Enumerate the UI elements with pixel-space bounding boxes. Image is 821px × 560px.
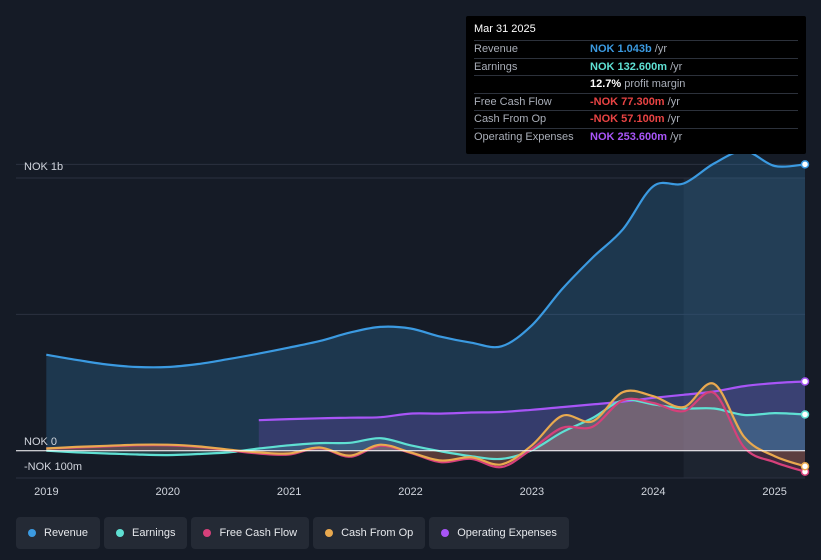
x-tick-label: 2022 [398,486,422,498]
legend-label: Revenue [44,527,89,539]
operating-expenses-line [258,380,806,422]
operating-expenses-area [258,381,805,451]
tooltip-row-label: Revenue [474,43,519,56]
tooltip-row: 12.7% profit margin [474,75,798,93]
legend: Revenue Earnings Free Cash Flow Cash From O… [16,517,569,549]
x-tick-label: 2020 [155,486,179,498]
legend-item-earnings[interactable]: Earnings [104,517,188,549]
series-areas [46,150,806,472]
tooltip-row-unit: /yr [664,95,680,108]
legend-label: Operating Expenses [457,527,557,539]
chart: NOK 1b NOK 0 -NOK 100m 2019 2020 2021 2022 2… [16,149,810,498]
legend-item-operating-expenses[interactable]: Operating Expenses [429,517,569,549]
tooltip-rows: Revenue NOK 1.043b /yr Earnings NOK 132.600… [474,40,798,145]
tooltip-row-unit: /yr [667,130,683,143]
x-tick-label: 2019 [34,486,58,498]
legend-item-revenue[interactable]: Revenue [16,517,101,549]
legend-dot-icon [28,529,36,537]
tooltip-row: Revenue NOK 1.043b /yr [474,40,798,58]
tooltip-row-unit: /yr [667,60,683,73]
legend-dot-icon [203,529,212,537]
tooltip-row-label: Earnings [474,60,518,73]
tooltip-row-unit: profit margin [621,78,686,91]
revenue-line [46,149,806,369]
x-tick-label: 2021 [277,486,301,498]
tooltip-row: Earnings NOK 132.600m /yr [474,57,798,76]
tooltip-row-value: -NOK 77.300m [590,95,665,108]
x-tick-label: 2025 [762,486,786,498]
series-lines [46,149,806,473]
legend-label: Cash From Op [341,527,414,539]
x-tick-label: 2024 [641,486,665,498]
legend-dot-icon [116,529,125,537]
operating-expenses-endpoint [800,377,810,386]
tooltip-row-value: NOK 253.600m [590,130,668,143]
highlight-region [683,178,805,478]
x-axis-ticks: 2019 2020 2021 2022 2023 2024 2025 [34,486,787,498]
earnings-endpoint [800,410,810,419]
tooltip-row: Operating Expenses NOK 253.600m /yr [474,127,798,146]
x-tick-label: 2023 [520,486,544,498]
y-axis-bottom-label: -NOK 100m [24,461,82,473]
series-endpoints [800,160,810,476]
tooltip-row-label: Cash From Op [474,113,547,126]
tooltip-row-label: Free Cash Flow [474,95,552,108]
tooltip-date: Mar 31 2025 [474,23,536,35]
legend-dot-icon [325,529,334,537]
tooltip-row-unit: /yr [664,113,680,126]
y-axis-top-label: NOK 1b [24,161,63,173]
free-cash-flow-area [46,391,806,472]
legend-dot-icon [441,529,450,537]
tooltip: Mar 31 2025 Revenue NOK 1.043b /yr Earning… [466,16,806,154]
tooltip-row-value: NOK 132.600m [590,60,668,73]
legend-label: Earnings [132,527,176,539]
revenue-area [46,150,806,451]
legend-item-free-cash-flow[interactable]: Free Cash Flow [191,517,310,549]
revenue-endpoint [800,160,810,169]
tooltip-row-unit: /yr [651,43,668,56]
y-axis-zero-label: NOK 0 [24,436,57,448]
cash-from-op-endpoint [800,462,810,471]
earnings-area [46,399,806,460]
legend-label: Free Cash Flow [219,527,298,539]
cash-from-op-line [46,382,806,468]
tooltip-row: Cash From Op -NOK 57.100m /yr [474,110,798,128]
tooltip-row: Free Cash Flow -NOK 77.300m /yr [474,92,798,111]
tooltip-row-value: -NOK 57.100m [590,113,665,126]
tooltip-row-label: Operating Expenses [474,130,574,143]
tooltip-row-value: 12.7% [590,78,622,91]
legend-item-cash-from-op[interactable]: Cash From Op [313,517,426,549]
tooltip-row-value: NOK 1.043b [590,43,652,56]
